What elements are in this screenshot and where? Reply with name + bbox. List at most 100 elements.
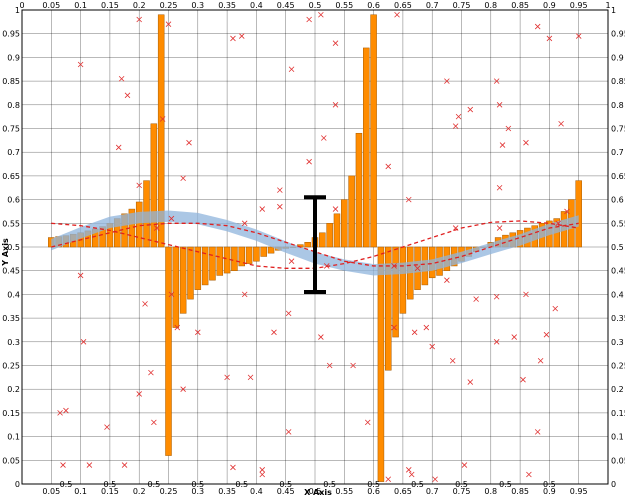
x-tick-label-bottom: 0.9 <box>543 487 556 496</box>
scatter-point <box>86 462 93 468</box>
scatter-point <box>115 144 122 151</box>
x-tick-label-bottom: 0.85 <box>511 487 529 496</box>
x-tick-label-bottom: 0.1 <box>74 487 87 496</box>
bar <box>575 180 582 248</box>
scatter-point <box>564 208 570 215</box>
scatter-point <box>153 225 160 231</box>
x-tick-label-bottom: 0.65 <box>394 487 412 496</box>
scatter-point <box>552 305 559 312</box>
x-tick-label-top: 0.4 <box>250 1 263 10</box>
y-tick-label-right: 1 <box>611 6 616 15</box>
scatter-point <box>444 277 450 283</box>
x-tick-label-bottom: 0.15 <box>101 487 119 496</box>
scatter-point <box>180 175 186 182</box>
x-tick-label-minor: 0.5 <box>543 480 556 489</box>
y-tick-label-left: 0.7 <box>7 148 20 157</box>
bar <box>209 246 216 281</box>
y-tick-label-right: 0.6 <box>611 196 624 205</box>
scatter-point <box>449 357 456 364</box>
scatter-point <box>543 331 550 338</box>
scatter-point <box>241 291 248 298</box>
scatter-point <box>493 78 500 84</box>
scatter-point <box>174 324 181 331</box>
x-tick-label-bottom: 0.7 <box>426 487 439 496</box>
bar <box>179 246 187 314</box>
x-tick-label-top: 0 <box>19 1 24 10</box>
bar <box>319 232 326 248</box>
scatter-point <box>321 135 327 141</box>
scatter-point <box>467 379 474 385</box>
scatter-point <box>526 471 532 478</box>
x-tick-label-minor: 0.5 <box>411 480 424 489</box>
scatter-point <box>118 75 125 82</box>
scatter-point <box>285 310 292 317</box>
scatter-point <box>104 424 110 430</box>
scatter-point <box>391 263 397 269</box>
scatter-point <box>496 102 503 108</box>
scatter-point <box>496 184 503 191</box>
y-tick-label-right: 0.3 <box>611 338 624 347</box>
y-tick-label-left: 0.05 <box>2 456 20 465</box>
y-tick-label-right: 0.9 <box>611 53 624 62</box>
y-tick-label-left: 0.85 <box>2 77 20 86</box>
scatter-point <box>414 265 421 272</box>
scatter-point <box>534 429 541 435</box>
y-axis-title: Y Axis <box>1 238 10 267</box>
x-tick-label-minor: 0.5 <box>279 480 292 489</box>
y-tick-label-right: 0.7 <box>611 148 624 157</box>
scatter-point <box>159 116 166 122</box>
bar <box>267 246 275 254</box>
y-tick-label-right: 0.65 <box>611 172 625 181</box>
y-tick-label-left: 0.2 <box>7 385 20 394</box>
x-tick-label-bottom: 0.45 <box>277 487 295 496</box>
bar <box>392 246 399 338</box>
x-tick-label-bottom: 0.95 <box>570 487 588 496</box>
scatter-point <box>230 464 236 471</box>
error-bar <box>304 195 326 295</box>
scatter-point <box>394 11 400 18</box>
scatter-point <box>121 462 128 468</box>
y-tick-label-right: 0.05 <box>611 456 625 465</box>
bar <box>260 246 267 257</box>
band-area <box>51 210 579 276</box>
y-tick-label-right: 0 <box>611 480 616 489</box>
x-tick-label-bottom: 0.75 <box>453 487 471 496</box>
x-tick-label-minor: 0.5 <box>60 480 73 489</box>
bar <box>333 213 341 248</box>
x-tick-label-top: 0.7 <box>426 1 439 10</box>
scatter-point <box>136 182 142 189</box>
x-tick-label-top: 0.35 <box>218 1 236 10</box>
bar <box>341 199 348 248</box>
scatter-point <box>499 142 506 148</box>
y-tick-label-left: 0.3 <box>7 338 20 347</box>
scatter-point <box>423 324 430 331</box>
scatter-point <box>77 272 84 279</box>
y-tick-label-left: 0.15 <box>2 409 20 418</box>
scatter-point <box>277 187 283 193</box>
x-tick-label-top: 1 <box>605 1 610 10</box>
y-tick-label-right: 0.55 <box>611 219 625 228</box>
y-tick-label-right: 0.1 <box>611 433 624 442</box>
scatter-point <box>444 78 450 84</box>
x-tick-label-top: 0.65 <box>394 1 412 10</box>
scatter-point <box>326 362 333 369</box>
x-tick-label-top: 0.6 <box>367 1 380 10</box>
scatter-point <box>224 374 230 381</box>
scatter-point <box>136 16 142 23</box>
bar <box>355 132 363 248</box>
bar <box>231 246 238 271</box>
scatter-point <box>318 11 324 18</box>
x-tick-label-bottom: 0.3 <box>191 487 204 496</box>
dashed-line <box>51 222 579 267</box>
scatter-point <box>306 158 312 165</box>
scatter-point <box>259 206 266 212</box>
scatter-point <box>238 33 245 39</box>
y-tick-label-left: 0 <box>15 480 20 489</box>
scatter-point <box>558 120 564 127</box>
scatter-point <box>165 21 172 28</box>
x-axis-title: X Axis <box>304 488 332 497</box>
scatter-point <box>555 220 561 227</box>
x-tick-label-top: 0.1 <box>74 1 87 10</box>
scatter-point <box>168 215 175 222</box>
